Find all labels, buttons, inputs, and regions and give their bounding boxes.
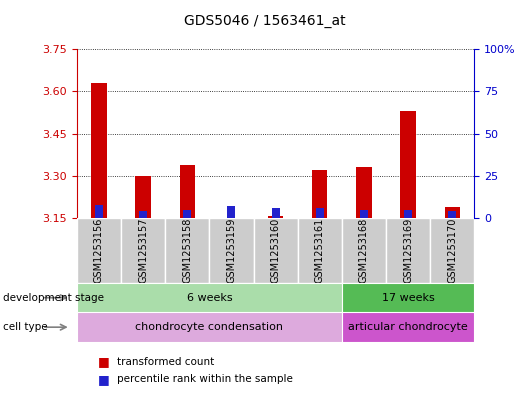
Bar [400,111,416,218]
Bar [77,283,342,312]
Text: GDS5046 / 1563461_at: GDS5046 / 1563461_at [184,14,346,28]
Bar [183,210,191,218]
Bar [135,176,151,218]
Bar [253,218,298,283]
Text: GSM1253158: GSM1253158 [182,218,192,283]
Bar [77,218,121,283]
Bar [271,208,280,218]
Text: cell type: cell type [3,322,47,332]
Text: ■: ■ [98,373,110,386]
Bar [404,210,412,218]
Bar [386,218,430,283]
Bar [342,312,474,342]
Text: percentile rank within the sample: percentile rank within the sample [117,374,293,384]
Text: chondrocyte condensation: chondrocyte condensation [135,322,284,332]
Bar [445,207,460,218]
Text: GSM1253157: GSM1253157 [138,218,148,283]
Text: development stage: development stage [3,293,104,303]
Bar [209,218,253,283]
Text: GSM1253161: GSM1253161 [315,218,325,283]
Text: GSM1253159: GSM1253159 [226,218,236,283]
Bar [139,211,147,218]
Bar [268,216,284,218]
Text: GSM1253168: GSM1253168 [359,218,369,283]
Text: ■: ■ [98,355,110,368]
Bar [227,206,235,218]
Bar [430,218,474,283]
Text: GSM1253169: GSM1253169 [403,218,413,283]
Bar [360,210,368,218]
Bar [165,218,209,283]
Bar [77,312,342,342]
Bar [316,208,324,218]
Text: GSM1253170: GSM1253170 [447,218,457,283]
Bar [298,218,342,283]
Text: GSM1253160: GSM1253160 [271,218,280,283]
Bar [91,83,107,218]
Bar [448,211,456,218]
Text: GSM1253156: GSM1253156 [94,218,104,283]
Text: transformed count: transformed count [117,356,214,367]
Text: 6 weeks: 6 weeks [187,293,232,303]
Text: 17 weeks: 17 weeks [382,293,435,303]
Bar [342,218,386,283]
Bar [121,218,165,283]
Bar [312,170,328,218]
Bar [95,205,103,218]
Bar [180,165,195,218]
Text: articular chondrocyte: articular chondrocyte [348,322,468,332]
Bar [356,167,372,218]
Bar [342,283,474,312]
